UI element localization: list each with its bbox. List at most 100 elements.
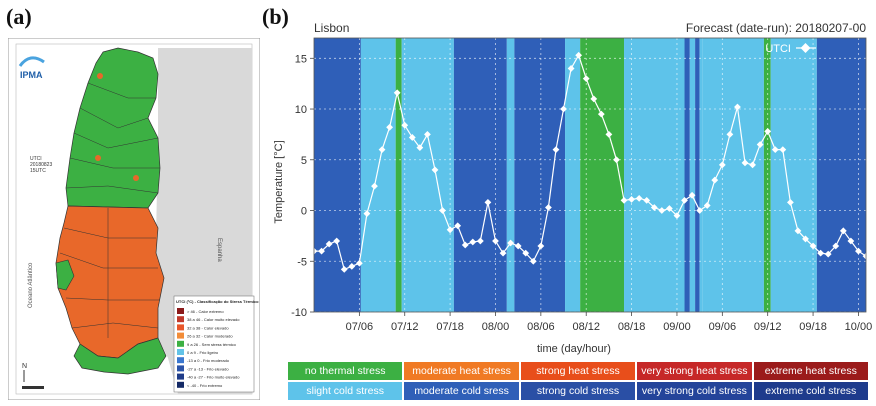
chart-legend: UTCI (765, 43, 816, 55)
axes: -10 -5 0 5 10 15 07/06 07/12 07/18 08/00 08/06 08/1… (291, 37, 872, 333)
utci-point (371, 182, 378, 190)
map-legend-label: 26 a 32 - Calor moderado (187, 334, 233, 339)
stress-band (816, 38, 866, 312)
utci-point (408, 134, 416, 141)
stress-band (684, 38, 690, 312)
map-legend-title: UTCI (ºC) - Classificação do Stress Térm… (176, 299, 259, 304)
map-legend: UTCI (ºC) - Classificação do Stress Térm… (173, 295, 259, 393)
map-legend-swatch (177, 349, 184, 355)
utci-point (734, 103, 741, 111)
x-tick-label: 08/12 (572, 321, 600, 333)
ipma-logo: IPMA (18, 56, 45, 80)
map-hotspot (133, 175, 139, 181)
utci-point (696, 207, 704, 214)
lisbon-area-region (55, 259, 75, 291)
stress-band (360, 38, 396, 312)
stress-bands (314, 38, 866, 312)
utci-point (454, 222, 462, 230)
legend-utci-marker (800, 43, 811, 53)
y-tick-label: -5 (297, 256, 307, 268)
map-legend-swatch (177, 365, 184, 372)
district-borders (59, 82, 160, 338)
map-legend-label: 9 a 26 - Sem stress térmico (187, 342, 237, 347)
chart-title: Lisbon (314, 21, 349, 35)
map-center-text-1: UTCI (30, 156, 42, 162)
stress-legend-item: slight cold stress (288, 382, 403, 400)
x-tick-label: 09/12 (754, 321, 782, 333)
chart-subtitle: Forecast (date-run): 20180207-00 (686, 21, 866, 35)
x-tick-label: 08/06 (527, 321, 555, 333)
utci-point (681, 196, 688, 204)
utci-point (802, 235, 809, 243)
thermal-stress-legend: no thermal stress moderate heat stress str… (288, 362, 868, 402)
utci-point (492, 237, 499, 245)
map-legend-label: > 46 - Calor extremo (187, 309, 224, 314)
utci-point (378, 146, 386, 154)
scale-bar (22, 386, 44, 389)
map-legend-label: 38 a 46 - Calor muito elevado (187, 317, 240, 322)
utci-point (673, 212, 681, 219)
map-legend-label: < -40 - Frio extremo (187, 383, 223, 388)
stress-band (401, 38, 454, 312)
ocean-label: Oceano Atlântico (28, 262, 34, 308)
utci-point (809, 242, 817, 250)
stress-band (695, 38, 700, 312)
map-legend-label: -27 a -13 - Frio elevado (187, 366, 229, 371)
x-tick-label: 08/18 (618, 321, 646, 333)
map-center-text-3: 15UTC (30, 168, 46, 174)
map-legend-swatch (177, 308, 184, 314)
utci-point (424, 131, 431, 138)
y-tick-label: 15 (295, 53, 307, 65)
stress-band (624, 38, 685, 312)
x-tick-label: 07/06 (346, 321, 374, 333)
stress-band (565, 38, 581, 312)
spain-label: Espanha (216, 238, 222, 262)
utci-point (522, 249, 530, 257)
utci-point (726, 131, 734, 138)
utci-point (794, 227, 802, 235)
stress-legend-item: very strong cold stress (637, 382, 752, 400)
panel-label-b: (b) (262, 4, 289, 29)
legend-utci-label: UTCI (765, 43, 791, 55)
utci-point (832, 242, 840, 250)
map-legend-swatch (177, 316, 184, 323)
utci-map-panel: IPMA UTCI 20180823 15UTC Oceano Atlântic… (7, 37, 261, 401)
stress-legend-item: moderate heat stress (404, 362, 519, 380)
map-center-text-2: 20180823 (30, 162, 52, 168)
y-tick-label: 10 (295, 104, 307, 116)
utci-point (476, 237, 484, 245)
utci-point (499, 249, 507, 257)
utci-point (416, 144, 424, 151)
stress-band (514, 38, 566, 312)
map-legend-label: 32 a 38 - Calor elevado (187, 325, 229, 330)
stress-legend-item: moderate cold sress (404, 382, 519, 400)
map-hotspot (95, 155, 101, 161)
utci-point (749, 161, 756, 169)
y-axis-label: Temperature [°C] (273, 140, 285, 223)
stress-legend-item: strong heat stress (520, 362, 636, 380)
stress-legend-item: extreme cold stress (753, 382, 868, 400)
y-tick-label: 0 (301, 206, 307, 218)
algarve-region (73, 337, 167, 375)
x-tick-label: 09/00 (663, 321, 691, 333)
stress-band (314, 38, 361, 312)
utci-point (469, 238, 477, 246)
utci-point (401, 121, 409, 129)
x-tick-label: 09/18 (799, 321, 827, 333)
x-axis-label: time (day/hour) (537, 343, 611, 355)
map-legend-box (173, 295, 255, 393)
x-tick-label: 08/00 (482, 321, 510, 333)
stress-legend-item: no thermal stress (288, 362, 403, 380)
map-hotspot (97, 73, 103, 79)
utci-point (650, 204, 658, 211)
stress-band (453, 38, 507, 312)
utci-point (764, 127, 772, 135)
utci-point (439, 207, 446, 214)
stress-band (699, 38, 703, 312)
panel-label-a: (a) (6, 4, 32, 29)
stress-band (770, 38, 817, 312)
stress-legend-item: extreme heat stress (753, 362, 868, 380)
utci-point (666, 205, 673, 212)
utci-point (658, 207, 666, 214)
plot-frame (313, 37, 867, 313)
